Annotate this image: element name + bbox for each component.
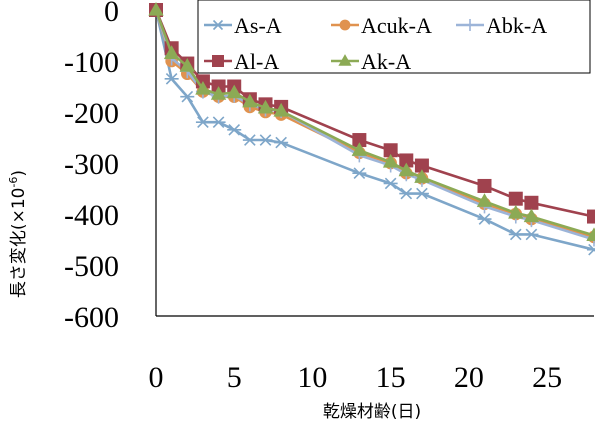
x-tick-label: 25 <box>532 361 562 394</box>
y-axis-title-end: ) <box>9 170 29 177</box>
data-point <box>587 209 595 224</box>
y-tick-label: -500 <box>64 250 119 283</box>
y-axis-title: 長さ変化(×10-6) <box>7 170 29 298</box>
data-point <box>212 55 224 67</box>
legend-label: Acuk-A <box>361 13 432 38</box>
data-point <box>383 143 398 158</box>
x-tick-label: 15 <box>376 361 406 394</box>
data-point <box>338 54 352 66</box>
data-point <box>586 227 595 242</box>
data-point <box>212 19 224 31</box>
data-point <box>524 195 539 210</box>
x-tick-label: 0 <box>149 361 164 394</box>
data-point <box>382 153 399 168</box>
x-tick-label: 5 <box>227 361 242 394</box>
data-point <box>477 178 492 193</box>
data-point <box>242 93 258 108</box>
axes: 0 -100 -200 -300 -400 -500 -600 0 5 10 15 20 25 <box>64 0 594 394</box>
data-point <box>242 134 257 146</box>
legend-label: As-A <box>234 13 282 38</box>
data-point <box>464 19 476 31</box>
legend-item: Abk-A <box>456 13 547 38</box>
data-point <box>211 116 226 129</box>
data-point <box>257 99 274 114</box>
data-point <box>352 167 367 180</box>
legend-item: Acuk-A <box>331 13 432 38</box>
data-point <box>477 213 492 225</box>
data-point <box>508 204 524 219</box>
y-axis-title-superscript: -6 <box>7 177 20 188</box>
data-point <box>210 86 227 100</box>
y-tick-label: -200 <box>64 97 119 130</box>
y-tick-label: -300 <box>64 148 119 181</box>
data-point <box>399 153 414 168</box>
y-tick-label: 0 <box>104 0 119 28</box>
data-point <box>383 177 398 190</box>
legend-item: Ak-A <box>331 49 411 74</box>
data-point <box>227 124 242 136</box>
y-tick-label: -600 <box>64 301 119 334</box>
legend-label: Al-A <box>234 49 279 74</box>
x-tick-label: 10 <box>297 361 327 394</box>
y-axis-title-main: 長さ変化(×10 <box>9 188 29 299</box>
data-point <box>587 243 595 256</box>
series-ak-a <box>148 1 595 242</box>
series-as-a <box>149 4 595 256</box>
data-point <box>351 142 368 156</box>
data-point <box>163 45 180 59</box>
series-layer <box>148 1 595 256</box>
y-tick-label: -100 <box>64 46 119 79</box>
data-point <box>399 187 414 200</box>
data-point <box>226 84 242 99</box>
legend-label: Ak-A <box>361 49 411 74</box>
x-axis-title: 乾燥材齢(日) <box>323 402 421 422</box>
data-point <box>398 162 414 177</box>
data-point <box>523 208 540 223</box>
data-point <box>339 19 351 31</box>
data-point <box>180 90 195 103</box>
data-point <box>524 228 539 241</box>
y-tick-label: -400 <box>64 199 119 232</box>
data-point <box>508 191 523 206</box>
data-point <box>195 81 211 95</box>
data-point <box>414 158 429 173</box>
data-point <box>195 116 210 129</box>
data-point <box>414 169 430 183</box>
legend: As-A Acuk-A Abk-A Al-A Ak-A <box>197 0 591 74</box>
data-point <box>508 228 523 241</box>
data-point <box>164 73 179 85</box>
x-tick-label: 20 <box>454 361 484 394</box>
data-point <box>352 133 367 148</box>
legend-item: As-A <box>204 13 282 38</box>
legend-box <box>197 0 591 74</box>
data-point <box>148 1 164 16</box>
data-point <box>258 134 273 146</box>
legend-label: Abk-A <box>486 13 547 38</box>
data-point <box>274 136 289 149</box>
data-point <box>273 102 289 117</box>
data-point <box>179 58 195 72</box>
data-point <box>414 187 429 200</box>
data-point <box>476 193 493 207</box>
legend-item: Al-A <box>204 49 279 74</box>
